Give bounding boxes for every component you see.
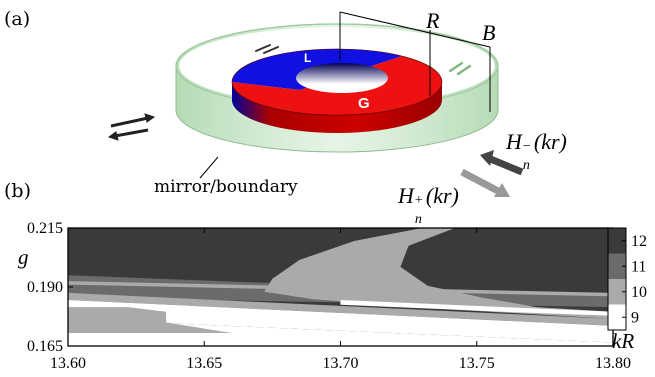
x-tick-label: 13.70: [323, 355, 359, 372]
colorbar-tick-label: 12: [631, 233, 647, 250]
panel-b-label: (b): [4, 180, 31, 202]
y-tick-label: 0.165: [27, 338, 63, 355]
x-tick-label: 13.65: [186, 355, 222, 372]
heatmap-region-6: [68, 318, 613, 346]
outgoing-wave-base: H: [398, 183, 414, 208]
mirror-pointer-line: [199, 156, 219, 179]
y-tick-label: 0.190: [27, 279, 63, 296]
heatmap-region-7: [68, 307, 232, 333]
colorbar-tick-label: 9: [631, 309, 639, 326]
outgoing-wave-arg: (kr): [425, 183, 459, 208]
ring-arrow-marks: [255, 44, 472, 76]
colorbar-tick-label: 11: [631, 258, 646, 275]
x-axis-ticks: 13.60 13.65 13.70 13.75 13.80: [50, 228, 631, 372]
y-axis-label: g: [18, 245, 29, 269]
x-tick-label: 13.80: [595, 355, 631, 372]
heatmap-region-4: [68, 292, 613, 326]
outgoing-wave-sup: +: [414, 193, 423, 208]
disk-hole: [296, 63, 388, 93]
colorbar-tick-label: 10: [631, 284, 647, 301]
outgoing-wave-sub: n: [414, 212, 422, 227]
heatmap-region-9: [340, 300, 613, 316]
radius-markers: [339, 11, 491, 112]
colorbar: 12 11 10 9: [607, 227, 647, 331]
incoming-wave-arrow: [480, 150, 524, 176]
incoming-wave-label: H − n (kr): [506, 129, 567, 173]
heatmap-regions: [68, 228, 613, 346]
y-axis-ticks: 0.215 0.190 0.165: [27, 220, 73, 355]
radius-R-label: R: [425, 8, 440, 33]
x-axis-label: kR: [612, 329, 635, 353]
incoming-wave-sup: −: [522, 139, 531, 154]
colorbar-band-11: [608, 253, 626, 279]
colorbar-band-9: [608, 304, 626, 330]
heatmap-region-5: [68, 300, 613, 343]
left-double-arrow: [107, 113, 156, 141]
outgoing-wave-label: H + n (kr): [398, 183, 459, 227]
y-tick-label: 0.215: [27, 220, 63, 237]
colorbar-band-12: [608, 228, 626, 254]
incoming-wave-sub: n: [522, 158, 530, 173]
colorbar-band-10: [608, 279, 626, 305]
incoming-wave-base: H: [506, 129, 522, 154]
colorbar-frame: [607, 227, 627, 331]
disk-side: [232, 82, 442, 133]
x-tick-label: 13.75: [459, 355, 495, 372]
gain-region-label: G: [358, 95, 370, 112]
heatmap-region-8: [264, 228, 613, 319]
panel-a-label: (a): [4, 8, 31, 30]
x-tick-label: 13.60: [50, 355, 86, 372]
loss-region-label: L: [304, 51, 311, 65]
mirror-boundary-label: mirror/boundary: [154, 177, 298, 197]
incoming-wave-arg: (kr): [533, 129, 567, 154]
outgoing-wave-arrow: [460, 168, 510, 197]
radius-B-label: B: [482, 20, 495, 45]
